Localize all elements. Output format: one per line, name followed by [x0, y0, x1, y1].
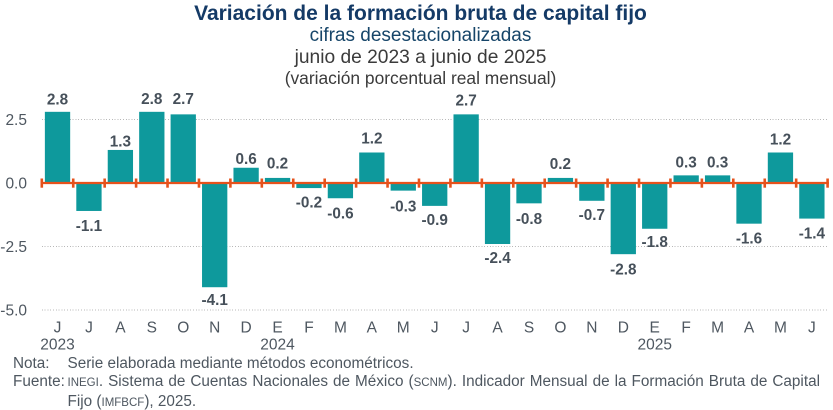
svg-text:J: J: [808, 320, 816, 337]
svg-text:2.7: 2.7: [173, 91, 194, 108]
svg-text:J: J: [462, 320, 470, 337]
svg-text:0.2: 0.2: [550, 156, 571, 173]
svg-text:-0.8: -0.8: [516, 211, 543, 228]
svg-text:-1.6: -1.6: [736, 230, 762, 247]
svg-text:D: D: [241, 320, 252, 337]
svg-text:A: A: [492, 320, 503, 337]
svg-text:F: F: [681, 320, 690, 337]
svg-text:2.5: 2.5: [5, 112, 27, 129]
svg-text:2023: 2023: [40, 336, 74, 353]
svg-text:-2.8: -2.8: [610, 261, 637, 278]
svg-text:N: N: [586, 320, 597, 337]
svg-text:0.3: 0.3: [676, 155, 697, 172]
svg-text:N: N: [209, 320, 220, 337]
svg-text:0.0: 0.0: [5, 176, 27, 193]
svg-text:1.2: 1.2: [361, 131, 382, 148]
svg-text:-1.8: -1.8: [642, 234, 669, 251]
svg-text:-0.6: -0.6: [327, 205, 353, 222]
svg-text:M: M: [774, 320, 787, 337]
svg-text:0.6: 0.6: [235, 151, 256, 168]
svg-text:S: S: [524, 320, 534, 337]
svg-text:-0.2: -0.2: [296, 194, 322, 211]
svg-text:1.3: 1.3: [110, 133, 131, 150]
svg-text:2.8: 2.8: [141, 91, 163, 108]
svg-text:E: E: [272, 320, 282, 337]
svg-text:-1.4: -1.4: [799, 226, 826, 243]
svg-text:A: A: [744, 320, 755, 337]
svg-text:2.7: 2.7: [455, 92, 476, 109]
svg-text:O: O: [554, 320, 566, 337]
svg-text:-4.1: -4.1: [202, 292, 229, 309]
svg-text:E: E: [650, 320, 660, 337]
svg-text:-0.7: -0.7: [579, 207, 605, 224]
svg-text:2024: 2024: [260, 336, 295, 353]
svg-text:0.2: 0.2: [267, 155, 288, 172]
svg-text:0.3: 0.3: [707, 155, 728, 172]
svg-text:-0.9: -0.9: [422, 212, 448, 229]
svg-text:2.8: 2.8: [47, 92, 69, 109]
svg-text:D: D: [618, 320, 629, 337]
svg-text:2025: 2025: [637, 336, 671, 353]
svg-text:M: M: [334, 320, 347, 337]
svg-text:J: J: [85, 320, 93, 337]
svg-text:A: A: [367, 320, 378, 337]
svg-text:-0.3: -0.3: [390, 198, 416, 215]
svg-text:F: F: [304, 320, 313, 337]
svg-text:A: A: [115, 320, 126, 337]
svg-text:M: M: [711, 320, 724, 337]
svg-text:1.2: 1.2: [770, 131, 791, 148]
svg-text:M: M: [397, 320, 410, 337]
svg-text:-1.1: -1.1: [76, 218, 103, 235]
svg-text:O: O: [177, 320, 189, 337]
svg-text:-5.0: -5.0: [0, 303, 27, 320]
svg-text:J: J: [431, 320, 439, 337]
svg-text:-2.5: -2.5: [0, 239, 27, 256]
svg-text:J: J: [54, 320, 62, 337]
svg-text:-2.4: -2.4: [484, 250, 511, 267]
svg-text:S: S: [147, 320, 157, 337]
